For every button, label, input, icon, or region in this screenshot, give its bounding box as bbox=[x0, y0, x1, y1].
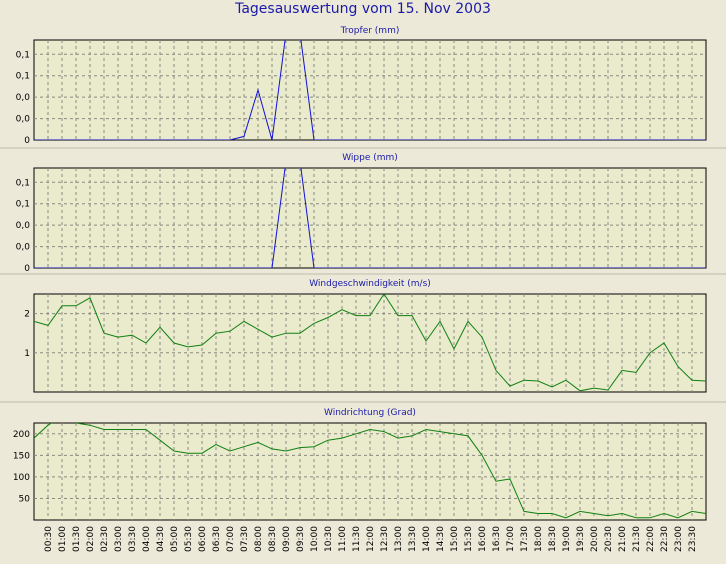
panel-title: Windgeschwindigkeit (m/s) bbox=[309, 279, 431, 289]
x-tick-label: 16:00 bbox=[478, 526, 488, 552]
x-tick-label: 17:00 bbox=[506, 526, 516, 552]
x-tick-label: 19:00 bbox=[562, 526, 572, 552]
x-tick-label: 19:30 bbox=[576, 526, 586, 552]
page-title: Tagesauswertung vom 15. Nov 2003 bbox=[235, 1, 491, 17]
x-tick-label: 06:30 bbox=[212, 526, 222, 552]
x-tick-label: 14:30 bbox=[436, 526, 446, 552]
x-tick-label: 15:30 bbox=[464, 526, 474, 552]
x-tick-label: 09:30 bbox=[296, 526, 306, 552]
x-tick-label: 03:00 bbox=[114, 526, 124, 552]
x-tick-label: 03:30 bbox=[128, 526, 138, 552]
x-tick-label: 16:30 bbox=[492, 526, 502, 552]
y-tick-label: 200 bbox=[13, 430, 30, 440]
x-tick-label: 06:00 bbox=[198, 526, 208, 552]
chart-windrichtung-grad: 50 100 150 200 Windrichtung (Grad) bbox=[13, 408, 707, 521]
x-tick-label: 10:30 bbox=[324, 526, 334, 552]
x-tick-label: 08:00 bbox=[254, 526, 264, 552]
x-tick-label: 02:30 bbox=[100, 526, 110, 552]
y-tick-label: 100 bbox=[13, 473, 30, 483]
y-tick-label: 0 bbox=[24, 136, 30, 146]
x-tick-label: 07:30 bbox=[240, 526, 250, 552]
x-tick-label: 13:30 bbox=[408, 526, 418, 552]
x-tick-label: 12:30 bbox=[380, 526, 390, 552]
x-tick-label: 23:30 bbox=[688, 526, 698, 552]
x-tick-label: 02:00 bbox=[86, 526, 96, 552]
y-tick-label: 0,0 bbox=[16, 243, 31, 253]
y-tick-label: 0,0 bbox=[16, 115, 31, 125]
y-tick-label: 0,1 bbox=[16, 200, 30, 210]
y-tick-label: 50 bbox=[19, 494, 31, 504]
x-tick-label: 15:00 bbox=[450, 526, 460, 552]
y-tick-label: 0,1 bbox=[16, 72, 30, 82]
chart-tropfer-mm: 0 0,0 0,0 0,1 0,1 Tropfer (mm) bbox=[16, 26, 707, 146]
y-tick-label: 0,0 bbox=[16, 221, 31, 231]
x-tick-label: 14:00 bbox=[422, 526, 432, 552]
y-tick-label: 0 bbox=[24, 264, 30, 274]
x-tick-label: 22:30 bbox=[660, 526, 670, 552]
chart-wippe-mm: 0 0,0 0,0 0,1 0,1 Wippe (mm) bbox=[16, 153, 707, 274]
y-tick-label: 0,1 bbox=[16, 50, 30, 60]
x-tick-label: 09:00 bbox=[282, 526, 292, 552]
y-tick-label: 2 bbox=[24, 310, 30, 320]
x-tick-label: 20:00 bbox=[590, 526, 600, 552]
x-tick-label: 13:00 bbox=[394, 526, 404, 552]
x-tick-label: 18:30 bbox=[548, 526, 558, 552]
panel-title: Windrichtung (Grad) bbox=[324, 408, 416, 418]
x-tick-label: 21:00 bbox=[618, 526, 628, 552]
x-tick-label: 10:00 bbox=[310, 526, 320, 552]
x-tick-label: 05:00 bbox=[170, 526, 180, 552]
x-tick-label: 22:00 bbox=[646, 526, 656, 552]
x-tick-label: 11:00 bbox=[338, 526, 348, 552]
x-tick-label: 21:30 bbox=[632, 526, 642, 552]
x-tick-label: 00:30 bbox=[44, 526, 54, 552]
y-tick-label: 0,1 bbox=[16, 178, 30, 188]
x-tick-label: 05:30 bbox=[184, 526, 194, 552]
y-tick-label: 150 bbox=[13, 451, 30, 461]
series-line bbox=[34, 294, 706, 392]
x-tick-label: 04:30 bbox=[156, 526, 166, 552]
y-tick-label: 1 bbox=[24, 349, 30, 359]
x-tick-label: 01:00 bbox=[58, 526, 68, 552]
chart-windgeschwindigkeit-m-s: 1 2 Windgeschwindigkeit (m/s) bbox=[24, 279, 707, 393]
y-tick-label: 0,0 bbox=[16, 93, 31, 103]
x-tick-label: 08:30 bbox=[268, 526, 278, 552]
x-tick-label: 12:00 bbox=[366, 526, 376, 552]
x-tick-label: 20:30 bbox=[604, 526, 614, 552]
x-tick-label: 11:30 bbox=[352, 526, 362, 552]
x-tick-label: 04:00 bbox=[142, 526, 152, 552]
x-tick-label: 18:00 bbox=[534, 526, 544, 552]
x-tick-label: 23:00 bbox=[674, 526, 684, 552]
x-tick-label: 17:30 bbox=[520, 526, 530, 552]
panel-title: Wippe (mm) bbox=[342, 153, 398, 163]
series-line bbox=[34, 423, 706, 519]
x-tick-label: 01:30 bbox=[72, 526, 82, 552]
x-tick-label: 07:00 bbox=[226, 526, 236, 552]
panel-title: Tropfer (mm) bbox=[340, 26, 400, 36]
